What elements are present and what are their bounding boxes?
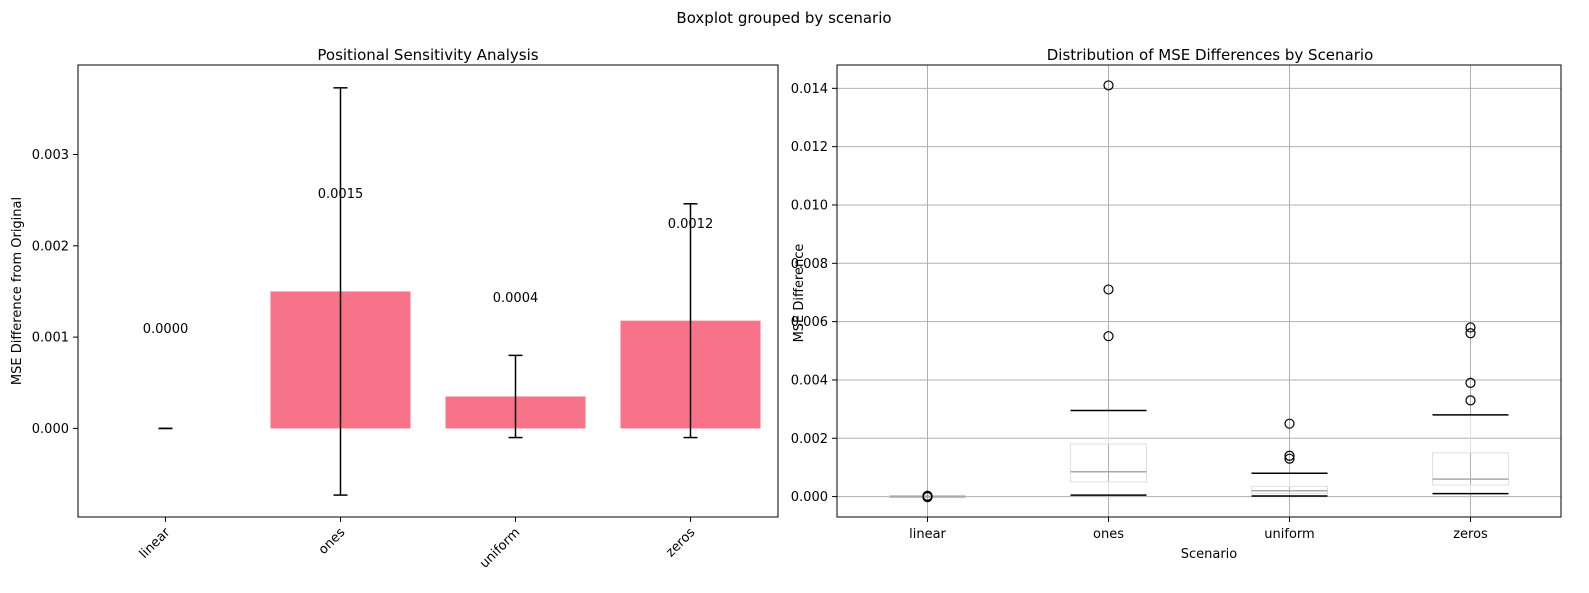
right-plot-area: 0.000 0.002 0.004 0.006 0.008 0.010 0.012 0.014…: [791, 64, 1562, 542]
left-axes-frame: [77, 64, 779, 518]
value-label-linear: 0.0000: [143, 322, 189, 337]
left-y-tick-label: 0.001: [32, 331, 69, 346]
left-x-tick-label: uniform: [477, 525, 523, 571]
left-y-tick-label: 0.002: [32, 239, 69, 254]
right-y-tick-label: 0.010: [791, 198, 828, 213]
outlier-point: [1284, 450, 1295, 461]
left-x-tick-label: zeros: [663, 525, 698, 560]
left-chart: Positional Sensitivity Analysis MSE Diff…: [10, 46, 779, 571]
right-y-tick-label: 0.000: [791, 490, 828, 505]
left-y-axis-label: MSE Difference from Original: [10, 197, 25, 385]
right-axes-frame: [836, 64, 1562, 518]
right-y-tick-label: 0.004: [791, 373, 828, 388]
right-y-tick-label: 0.002: [791, 432, 828, 447]
right-y-tick-label: 0.012: [791, 140, 828, 155]
right-x-tick-label: zeros: [1453, 527, 1488, 542]
outlier-point: [1465, 328, 1476, 339]
right-y-axis-label: MSE Difference: [792, 244, 807, 343]
left-chart-title: Positional Sensitivity Analysis: [317, 46, 538, 64]
value-label-uniform: 0.0004: [493, 291, 539, 306]
outlier-point: [1284, 418, 1295, 429]
left-x-tick-label: ones: [316, 525, 349, 558]
right-y-tick-label: 0.014: [791, 82, 828, 97]
left-y-tick-label: 0.003: [32, 148, 69, 163]
value-label-ones: 0.0015: [318, 187, 364, 202]
value-label-zeros: 0.0012: [668, 217, 714, 232]
outlier-point: [1465, 395, 1476, 406]
right-x-tick-label: ones: [1093, 527, 1124, 542]
right-x-tick-label: uniform: [1264, 527, 1314, 542]
outlier-point: [1284, 453, 1295, 464]
right-y-tick-label: 0.006: [791, 315, 828, 330]
left-y-tick-label: 0.000: [32, 422, 69, 437]
figure-suptitle: Boxplot grouped by scenario: [676, 9, 891, 27]
outlier-point: [1465, 377, 1476, 388]
outlier-point: [1103, 284, 1114, 295]
left-plot-area: 0.0000 0.0015 0.0004 0.0012 0.000 0.001 0.002 0…: [32, 64, 779, 571]
right-chart-title: Distribution of MSE Differences by Scena…: [1047, 46, 1374, 64]
right-x-axis-label: Scenario: [1181, 547, 1238, 562]
right-y-tick-label: 0.008: [791, 257, 828, 272]
right-chart: Distribution of MSE Differences by Scena…: [791, 46, 1562, 562]
outlier-point: [1103, 80, 1114, 91]
outlier-point: [1103, 331, 1114, 342]
outlier-point: [922, 492, 933, 503]
outlier-point: [1465, 322, 1476, 333]
right-x-tick-label: linear: [909, 527, 946, 542]
left-x-tick-label: linear: [137, 525, 174, 562]
